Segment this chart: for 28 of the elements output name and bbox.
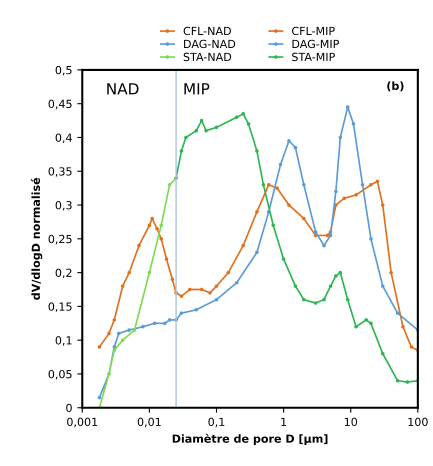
y-tick-label: 0,25 xyxy=(48,234,72,244)
x-axis-title: Diamètre de pore D [µm] xyxy=(172,434,328,445)
legend-label: CFL-MIP xyxy=(292,26,335,36)
annotation: MIP xyxy=(184,83,210,94)
x-tick-label: 100 xyxy=(408,418,428,426)
y-tick-label: 0 xyxy=(66,404,72,412)
y-tick-label: 0,2 xyxy=(56,268,72,278)
y-tick-label: 0,1 xyxy=(56,336,72,346)
y-tick-label: 0,45 xyxy=(48,100,72,110)
y-tick-label: 0,4 xyxy=(56,133,72,143)
legend-label: STA-MIP xyxy=(292,52,335,62)
x-tick-label: 10 xyxy=(344,418,358,426)
legend-label: STA-NAD xyxy=(184,52,232,62)
annotation: (b) xyxy=(387,81,404,92)
x-tick-label: 0,001 xyxy=(67,418,98,428)
y-tick-label: 0,3 xyxy=(56,201,72,211)
annotation: NAD xyxy=(107,83,138,94)
y-tick-label: 0,15 xyxy=(48,302,72,312)
y-tick-label: 0,05 xyxy=(48,370,72,380)
legend-label: CFL-NAD xyxy=(184,26,231,36)
x-tick-label: 1 xyxy=(281,418,286,426)
legend-label: DAG-MIP xyxy=(292,40,339,48)
x-tick-label: 0,1 xyxy=(208,418,224,428)
x-tick-label: 0,01 xyxy=(138,418,161,428)
y-tick-label: 0,5 xyxy=(56,66,72,76)
y-axis-title: dV/dlogD normalisé xyxy=(30,178,42,300)
legend-label: DAG-NAD xyxy=(184,40,236,48)
y-tick-label: 0,35 xyxy=(48,167,72,177)
